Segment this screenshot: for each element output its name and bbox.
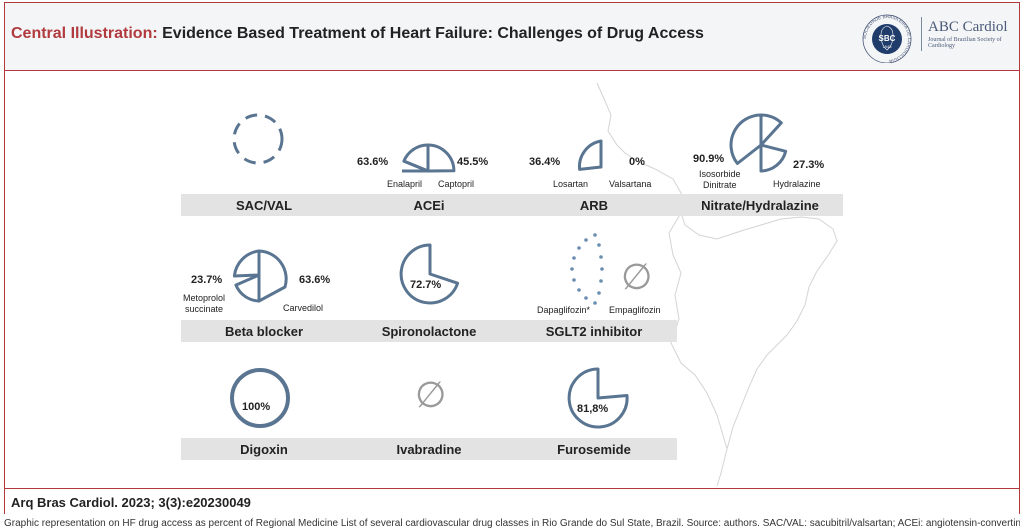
metoprolol-wedge [234,273,261,303]
enalapril-label: Enalapril [387,179,423,189]
spironolactone-value: 72.7% [410,279,442,291]
acei-half-pies [402,143,456,173]
empaglifozin-empty-icon: ∅ [621,256,653,297]
seal-abbr: SBC [879,34,896,43]
ivabradine-empty-icon: ∅ [415,374,447,415]
enalapril-value: 63.6% [357,156,389,168]
furosemide-wedge [567,367,629,429]
dapaglifozin-label: Dapaglifozin* [537,305,591,315]
seal-year: 1943 [883,44,893,49]
hydralazine-value: 27.3% [793,159,825,171]
header: Central Illustration: Evidence Based Tre… [5,3,1019,71]
label-furosemide: Furosemide [511,438,677,460]
footer: Arq Bras Cardiol. 2023; 3(3):e20230049 [5,488,1019,515]
label-digoxin: Digoxin [181,438,347,460]
sbc-seal-logo: SOCIEDADE BRASILEIRA DE CARDIOLOGIA SBC … [862,14,912,63]
isosorbide-label: Isosorbide Dinitrate [699,169,741,190]
valsartana-label: Valsartana [609,179,652,189]
label-arb: ARB [511,194,677,216]
spironolactone-wedge [399,243,460,305]
captopril-label: Captopril [438,179,475,189]
title-prefix: Central Illustration: [11,25,158,42]
beta-blocker-pies [232,249,288,303]
title-text: Evidence Based Treatment of Heart Failur… [157,25,704,42]
losartan-value: 36.4% [529,156,561,168]
journal-name: ABC Cardiol [928,19,1008,35]
losartan-label: Losartan [553,179,589,189]
journal-subtitle: Journal of Brazilian Society of Cardiolo… [928,37,1002,49]
label-spironolactone: Spironolactone [347,320,511,342]
digoxin-value: 100% [242,401,271,413]
isosorbide-value: 90.9% [693,153,725,165]
hydralazine-label: Hydralazine [773,179,821,189]
page-title: Central Illustration: Evidence Based Tre… [11,25,704,43]
label-sacval: SAC/VAL [181,194,347,216]
figure-caption: Graphic representation on HF drug access… [4,518,1020,529]
carvedilol-value: 63.6% [299,274,331,286]
label-sglt2-inhibitor: SGLT2 inhibitor [511,320,677,342]
spironolactone-pie [399,243,460,305]
illustration-frame: Central Illustration: Evidence Based Tre… [4,2,1020,515]
label-ivabradine: Ivabradine [347,438,511,460]
arb-quarter-pie [577,139,603,171]
valsartana-value: 0% [629,156,645,168]
label-acei: ACEi [347,194,511,216]
label-nitrate-hydralazine: Nitrate/Hydralazine [677,194,843,216]
losartan-wedge [577,139,603,171]
journal-logo: ABC Cardiol Journal of Brazilian Society… [928,19,1019,49]
furosemide-pie [567,367,629,429]
captopril-wedge [426,143,456,173]
state-map-outline [596,82,838,486]
dapaglifozin-dotted-arc [570,233,604,305]
citation: Arq Bras Cardiol. 2023; 3(3):e20230049 [11,495,251,510]
sacval-empty-dashed-circle [232,113,284,165]
carvedilol-label: Carvedilol [283,303,324,313]
hydralazine-wedge [759,143,788,173]
label-beta-blocker: Beta blocker [181,320,347,342]
metoprolol-label: Metoprolol succinate [183,293,226,314]
logo-divider [921,17,922,51]
digoxin-full-circle [230,368,290,428]
nitrate-hydralazine-pies [729,113,788,173]
furosemide-value: 81,8% [577,403,609,415]
metoprolol-value: 23.7% [191,274,223,286]
isosorbide-wedge [729,113,763,165]
carvedilol-wedge [257,249,288,303]
empaglifozin-label: Empaglifozin [609,305,661,315]
captopril-value: 45.5% [457,156,489,168]
